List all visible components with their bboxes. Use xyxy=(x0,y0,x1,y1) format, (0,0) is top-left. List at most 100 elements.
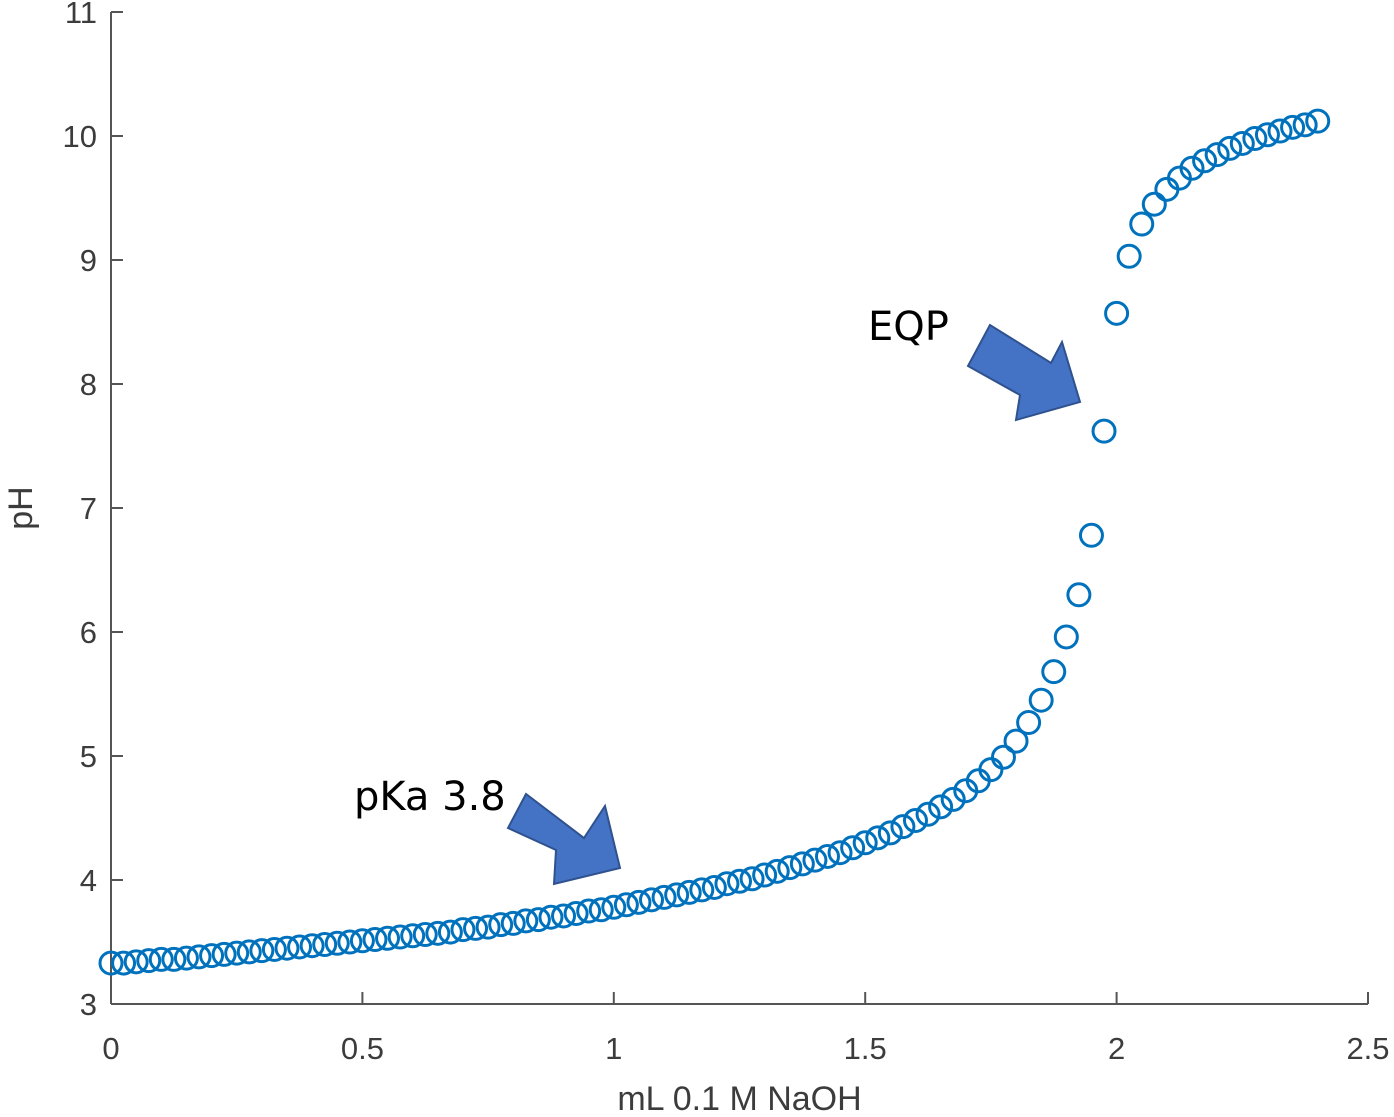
data-point xyxy=(186,944,212,970)
data-point xyxy=(450,917,476,943)
data-point xyxy=(148,946,174,972)
data-point xyxy=(915,801,941,827)
pka-arrow xyxy=(506,792,622,886)
annotation-eqp: EQP xyxy=(868,304,1082,422)
data-point xyxy=(312,931,338,957)
data-point xyxy=(1028,687,1054,713)
data-point xyxy=(664,882,690,908)
annotation-pka: pKa 3.8 xyxy=(354,774,622,886)
y-tick-label: 6 xyxy=(80,615,97,650)
x-tick-label: 1.5 xyxy=(844,1031,887,1066)
data-point xyxy=(1242,125,1268,151)
data-point xyxy=(990,744,1016,770)
data-point xyxy=(538,904,564,930)
data-point xyxy=(1141,191,1167,217)
pka-label: pKa 3.8 xyxy=(354,774,506,820)
y-tick-label: 11 xyxy=(65,0,97,30)
x-tick-label: 2 xyxy=(1108,1031,1125,1066)
data-point xyxy=(324,930,350,956)
x-ticks: 0 0.5 1 1.5 2 2.5 xyxy=(102,992,1390,1066)
data-point xyxy=(261,936,287,962)
data-point xyxy=(1104,300,1130,326)
data-point xyxy=(98,950,124,976)
data-point xyxy=(224,940,250,966)
y-tick-label: 5 xyxy=(80,739,97,774)
data-point xyxy=(161,946,187,972)
y-axis-label: pH xyxy=(2,486,40,529)
data-point xyxy=(1053,624,1079,650)
eqp-arrow xyxy=(966,323,1082,422)
data-point xyxy=(789,851,815,877)
data-point xyxy=(1305,108,1331,134)
data-point xyxy=(563,900,589,926)
data-point xyxy=(588,897,614,923)
data-point xyxy=(173,945,199,971)
data-point xyxy=(626,889,652,915)
data-point xyxy=(601,894,627,920)
data-point xyxy=(1066,582,1092,608)
data-point xyxy=(412,922,438,948)
y-tick-label: 4 xyxy=(80,863,97,898)
data-point xyxy=(1078,522,1104,548)
data-point xyxy=(1267,118,1293,144)
data-point xyxy=(123,949,149,975)
data-point xyxy=(437,919,463,945)
data-point xyxy=(1041,659,1067,685)
x-tick-label: 0.5 xyxy=(341,1031,384,1066)
data-point xyxy=(902,807,928,833)
data-point xyxy=(1192,148,1218,174)
data-point xyxy=(764,858,790,884)
y-tick-label: 7 xyxy=(80,491,97,526)
data-point xyxy=(236,939,262,965)
data-point xyxy=(375,925,401,951)
x-tick-label: 0 xyxy=(102,1031,119,1066)
data-point xyxy=(676,879,702,905)
data-point xyxy=(1091,418,1117,444)
data-point xyxy=(613,892,639,918)
data-point xyxy=(136,948,162,974)
data-point xyxy=(840,835,866,861)
data-point xyxy=(337,929,363,955)
x-tick-label: 2.5 xyxy=(1346,1031,1389,1066)
data-markers xyxy=(98,108,1331,976)
data-point xyxy=(463,915,489,941)
data-point xyxy=(727,868,752,894)
data-point xyxy=(940,786,966,812)
data-point xyxy=(362,927,388,953)
y-tick-label: 3 xyxy=(80,987,97,1022)
y-tick-label: 10 xyxy=(63,119,97,154)
data-point xyxy=(777,855,803,881)
y-tick-label: 9 xyxy=(80,243,97,278)
data-point xyxy=(349,928,375,954)
data-point xyxy=(651,884,677,910)
data-point xyxy=(513,908,539,934)
data-point xyxy=(299,933,325,959)
data-point xyxy=(1280,114,1306,140)
data-point xyxy=(852,830,878,856)
data-point xyxy=(387,924,413,950)
data-point xyxy=(802,847,828,873)
data-point xyxy=(576,898,602,924)
y-tick-label: 8 xyxy=(80,367,97,402)
data-point xyxy=(1229,130,1255,156)
x-axis-label: mL 0.1 M NaOH xyxy=(617,1080,861,1117)
data-point xyxy=(639,887,665,913)
x-tick-label: 1 xyxy=(605,1031,622,1066)
data-point xyxy=(1217,135,1243,161)
data-point xyxy=(739,866,765,892)
data-point xyxy=(689,877,715,903)
data-point xyxy=(425,920,451,946)
data-point xyxy=(877,820,903,846)
data-point xyxy=(475,914,501,940)
data-point xyxy=(1204,142,1230,168)
data-point xyxy=(249,938,275,964)
data-point xyxy=(525,907,551,933)
axes xyxy=(110,12,1368,1005)
data-point xyxy=(488,912,514,938)
data-point xyxy=(752,862,778,888)
data-point xyxy=(551,903,577,929)
data-point xyxy=(400,923,426,949)
data-point xyxy=(1254,122,1280,148)
data-point xyxy=(199,943,225,969)
